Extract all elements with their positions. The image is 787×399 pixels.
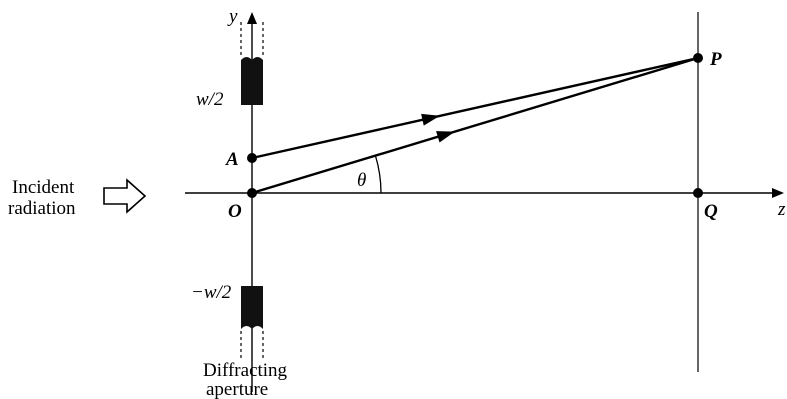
point-p-label: P [709, 49, 722, 70]
neg-w-half-label: −w/2 [191, 282, 232, 303]
incident-arrow-icon [103, 178, 147, 214]
point-a-label: A [225, 149, 239, 170]
z-axis-label: z [777, 199, 786, 220]
ray-o-arrowhead [436, 131, 455, 143]
aperture-label-line2: aperture [206, 379, 268, 399]
ray-a-to-p [251, 56, 699, 160]
ray-o-to-p [251, 56, 699, 195]
upper-aperture-block [240, 22, 264, 105]
point-a-dot [247, 153, 257, 163]
point-p-dot [693, 53, 703, 63]
w-half-label: w/2 [196, 89, 224, 110]
angle-arc [374, 155, 382, 194]
point-q-dot [693, 188, 703, 198]
y-axis-label: y [227, 6, 238, 27]
point-o-label: O [228, 201, 242, 222]
incident-label-line1: Incident [12, 177, 75, 198]
point-q-label: Q [704, 201, 718, 222]
incident-label-line2: radiation [8, 198, 76, 219]
angle-label: θ [357, 170, 366, 191]
aperture-label-line1: Diffracting [203, 360, 288, 381]
point-o-dot [247, 188, 257, 198]
ray-a-arrowhead [421, 113, 440, 126]
lower-aperture-block [240, 286, 264, 360]
